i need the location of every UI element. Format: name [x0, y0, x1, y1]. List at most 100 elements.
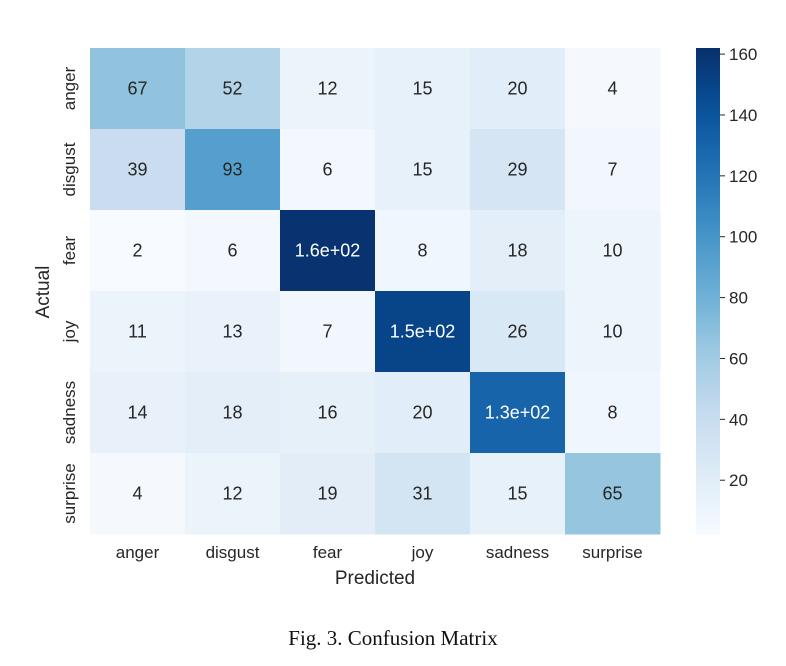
heatmap-cell	[185, 291, 281, 373]
heatmap-cell	[375, 210, 471, 292]
heatmap-cell	[470, 48, 566, 130]
heatmap-cell	[90, 291, 186, 373]
cell-value-label: 20	[507, 79, 527, 99]
cell-value-label: 2	[132, 241, 142, 261]
cell-value-label: 1.3e+02	[485, 403, 551, 423]
cell-value-label: 52	[222, 79, 242, 99]
cell-value-label: 12	[222, 484, 242, 504]
cell-value-label: 1.5e+02	[390, 322, 456, 342]
x-tick-label: disgust	[206, 543, 260, 562]
x-axis-title: Predicted	[335, 568, 415, 589]
heatmap-cell	[375, 48, 471, 130]
y-tick-label: disgust	[60, 142, 79, 196]
heatmap-cell	[90, 453, 186, 535]
cell-value-label: 15	[412, 79, 432, 99]
cell-value-label: 29	[507, 160, 527, 180]
heatmap-cell	[565, 210, 661, 292]
cell-value-label: 18	[507, 241, 527, 261]
y-axis-title: Actual	[33, 266, 54, 319]
figure-caption: Fig. 3. Confusion Matrix	[288, 626, 498, 650]
colorbar-tick-label: 100	[729, 228, 757, 247]
colorbar-tick-label: 140	[729, 106, 757, 125]
x-tick-label: surprise	[582, 543, 642, 562]
cell-value-label: 12	[317, 79, 337, 99]
heatmap-cell	[185, 129, 281, 211]
cell-value-label: 1.6e+02	[295, 241, 361, 261]
cell-value-label: 15	[412, 160, 432, 180]
x-tick-label: sadness	[486, 543, 549, 562]
cell-value-label: 15	[507, 484, 527, 504]
cell-value-label: 31	[412, 484, 432, 504]
y-tick-label: surprise	[60, 463, 79, 523]
cell-value-label: 6	[227, 241, 237, 261]
cell-value-label: 7	[607, 160, 617, 180]
cell-value-label: 26	[507, 322, 527, 342]
colorbar-tick-label: 20	[729, 471, 748, 490]
heatmap-cell	[90, 48, 186, 130]
heatmap-cell	[565, 129, 661, 211]
cell-value-label: 14	[127, 403, 147, 423]
heatmap-cell	[375, 129, 471, 211]
heatmap-cell	[375, 453, 471, 535]
x-tick-label: anger	[116, 543, 160, 562]
heatmap-cell	[185, 210, 281, 292]
colorbar-tick-label: 80	[729, 289, 748, 308]
y-tick-labels: anger disgust fear joy sadness surprise	[60, 66, 79, 523]
cell-value-label: 93	[222, 160, 242, 180]
colorbar-tick-label: 40	[729, 410, 748, 429]
heatmap-cell	[280, 291, 376, 373]
heatmap-cell	[280, 210, 376, 292]
heatmap-cell	[90, 210, 186, 292]
heatmap-cell	[185, 372, 281, 454]
cell-value-label: 18	[222, 403, 242, 423]
heatmap-cell	[470, 291, 566, 373]
cell-value-label: 16	[317, 403, 337, 423]
colorbar-tick-label: 60	[729, 349, 748, 368]
cell-value-label: 39	[127, 160, 147, 180]
colorbar-tick-label: 120	[729, 167, 757, 186]
cell-value-label: 6	[322, 160, 332, 180]
heatmap-cell	[185, 48, 281, 130]
heatmap-cell	[565, 48, 661, 130]
colorbar	[696, 48, 720, 535]
heatmap-cell	[565, 453, 661, 535]
cell-value-label: 4	[132, 484, 142, 504]
x-tick-label: joy	[411, 543, 434, 562]
heatmap-cell	[90, 372, 186, 454]
colorbar-tick-label: 160	[729, 45, 757, 64]
cell-value-label: 7	[322, 322, 332, 342]
x-tick-label: fear	[313, 543, 343, 562]
cell-value-label: 20	[412, 403, 432, 423]
heatmap-cell	[280, 453, 376, 535]
y-tick-label: fear	[60, 236, 79, 266]
cell-value-label: 13	[222, 322, 242, 342]
heatmap-cell	[470, 453, 566, 535]
cell-value-label: 10	[602, 322, 622, 342]
heatmap-cell	[90, 129, 186, 211]
heatmap-cell	[280, 48, 376, 130]
heatmap-cell	[565, 291, 661, 373]
heatmap-cell	[470, 129, 566, 211]
colorbar-ticks: 20 40 60 80 100 120 140 160	[720, 45, 757, 490]
y-tick-label: sadness	[60, 381, 79, 444]
x-tick-labels: anger disgust fear joy sadness surprise	[116, 543, 643, 562]
heatmap-cell	[280, 129, 376, 211]
heatmap-cell	[280, 372, 376, 454]
cell-value-label: 65	[602, 484, 622, 504]
heatmap-cell	[470, 372, 566, 454]
cell-value-label: 19	[317, 484, 337, 504]
cell-value-label: 8	[417, 241, 427, 261]
cell-value-label: 67	[127, 79, 147, 99]
cell-value-label: 8	[607, 403, 617, 423]
y-tick-label: joy	[60, 320, 79, 343]
cell-value-label: 4	[607, 79, 617, 99]
heatmap-cell	[375, 291, 471, 373]
heatmap-cell	[470, 210, 566, 292]
heatmap-cell	[375, 372, 471, 454]
cell-value-label: 10	[602, 241, 622, 261]
y-tick-label: anger	[60, 66, 79, 110]
heatmap-cell	[185, 453, 281, 535]
cell-value-label: 11	[128, 322, 147, 342]
